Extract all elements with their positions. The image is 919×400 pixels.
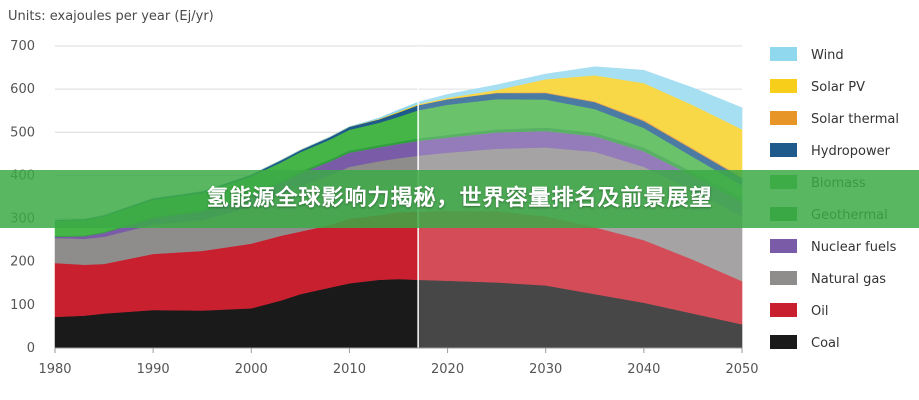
legend-label: Natural gas [811,272,886,287]
axes: 0100200300400500600700198019902000201020… [10,39,758,377]
legend-swatch [770,143,797,157]
x-tick-label: 2040 [627,362,660,377]
legend-swatch [770,47,797,61]
legend-label: Solar PV [811,80,865,95]
legend-label: Coal [811,336,840,351]
x-tick-label: 1990 [137,362,170,377]
x-tick-label: 2010 [333,362,366,377]
y-tick-label: 700 [10,39,35,54]
x-tick-label: 1980 [38,362,71,377]
x-tick-label: 2020 [431,362,464,377]
legend-swatch [770,335,797,349]
area-wind-10 [54,66,743,221]
y-tick-label: 100 [10,298,35,313]
y-tick-label: 200 [10,255,35,270]
x-tick-label: 2000 [235,362,268,377]
y-tick-label: 600 [10,82,35,97]
legend-swatch [770,239,797,253]
legend-label: Oil [811,304,828,319]
units-label: Units: exajoules per year (Ej/yr) [8,9,214,24]
x-tick-label: 2050 [725,362,758,377]
legend-swatch [770,303,797,317]
legend-swatch [770,271,797,285]
legend-label: Nuclear fuels [811,240,897,255]
y-tick-label: 500 [10,125,35,140]
title-banner: 氢能源全球影响力揭秘，世界容量排名及前景展望 [0,170,919,228]
x-tick-label: 2030 [529,362,562,377]
banner-title: 氢能源全球影响力揭秘，世界容量排名及前景展望 [206,186,713,211]
legend-label: Wind [811,48,844,63]
legend-label: Hydropower [811,144,891,159]
legend-label: Solar thermal [811,112,899,127]
y-tick-label: 0 [27,341,35,356]
legend-swatch [770,111,797,125]
legend-swatch [770,79,797,93]
